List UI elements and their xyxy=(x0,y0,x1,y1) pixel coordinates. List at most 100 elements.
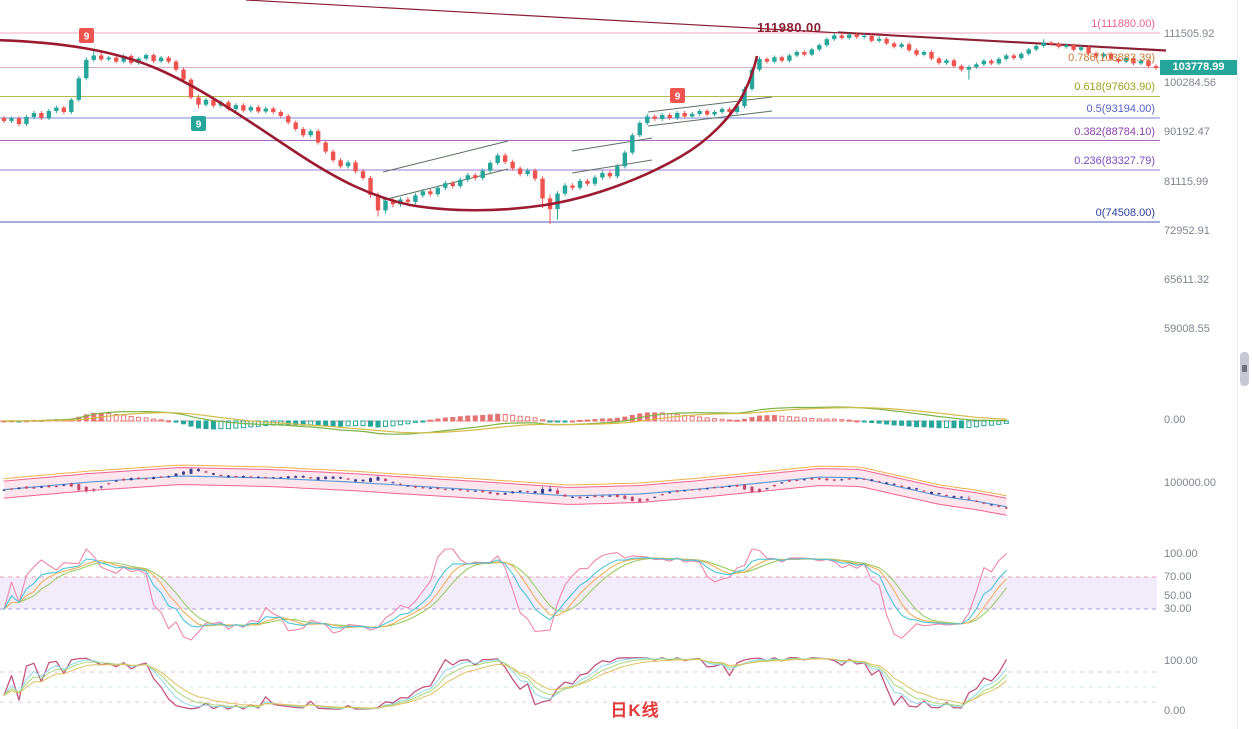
macd-histogram-bar xyxy=(338,420,344,427)
band-mini-candle xyxy=(451,489,455,491)
candle-body xyxy=(435,187,441,195)
band-mini-candle xyxy=(488,491,492,494)
candle-body xyxy=(241,105,246,111)
macd-histogram-bar xyxy=(786,416,792,422)
band-mini-candle xyxy=(211,473,215,475)
macd-histogram-bar xyxy=(113,414,119,422)
macd-histogram-bar xyxy=(599,418,605,422)
band-mini-candle xyxy=(570,496,574,498)
macd-histogram-bar xyxy=(128,415,134,422)
td-sequential-badge[interactable] xyxy=(79,28,94,43)
candle-body xyxy=(667,114,672,118)
band-mini-candle xyxy=(54,486,58,488)
oscillator-mid-line xyxy=(3,658,1007,709)
macd-histogram-bar xyxy=(652,412,658,422)
band-mini-candle xyxy=(720,487,724,489)
candle-body xyxy=(899,44,904,47)
channel-trendline[interactable] xyxy=(571,137,653,152)
descending-trendline[interactable] xyxy=(245,0,1167,52)
candle-body xyxy=(1004,55,1009,59)
macd-histogram-bar xyxy=(308,420,314,426)
candle-body xyxy=(1101,53,1106,57)
candle-body xyxy=(256,107,261,112)
candle-body xyxy=(794,52,800,56)
band-mini-candle xyxy=(346,478,350,480)
indicator-axis-label: 70.00 xyxy=(1164,571,1192,583)
price-axis-label: 111505.92 xyxy=(1164,27,1215,40)
macd-histogram-bar xyxy=(592,419,598,422)
macd-histogram-bar xyxy=(525,416,531,422)
band-mini-candle xyxy=(937,493,941,495)
candle-body xyxy=(817,45,822,50)
band-mini-candle xyxy=(196,469,200,472)
fib-level-label: 1(111880.00) xyxy=(1091,18,1155,30)
channel-trendline[interactable] xyxy=(647,110,773,127)
candle-body xyxy=(645,116,650,123)
macd-histogram-bar xyxy=(921,420,927,428)
band-mini-candle xyxy=(563,494,567,497)
band-mini-candle xyxy=(952,495,956,498)
candle-body xyxy=(353,162,358,172)
fib-level-label: 0.5(93194.00) xyxy=(1086,102,1156,115)
channel-trendline[interactable] xyxy=(571,159,653,174)
candle-body xyxy=(158,57,164,62)
cup-pattern-curve[interactable] xyxy=(0,38,759,212)
macd-dea-line xyxy=(3,407,1007,434)
candle-body xyxy=(824,39,829,46)
candle-body xyxy=(121,55,126,62)
band-mini-candle xyxy=(413,486,417,488)
candle-body xyxy=(839,35,844,38)
band-mini-candle xyxy=(324,476,328,479)
candle-body xyxy=(689,113,695,117)
band-mini-candle xyxy=(339,477,343,479)
timeframe-label: 日K线 xyxy=(610,701,660,720)
band-mini-candle xyxy=(99,486,103,488)
band-mini-candle xyxy=(354,479,358,482)
candle-body xyxy=(779,57,785,61)
candle-body xyxy=(106,57,111,60)
candle-body xyxy=(929,52,934,59)
band-mini-candle xyxy=(817,478,821,480)
td-sequential-badge[interactable] xyxy=(191,116,206,131)
descending-trendline[interactable] xyxy=(837,31,1167,51)
band-mini-candle xyxy=(840,479,844,481)
candle-body xyxy=(719,109,725,112)
band-mini-candle xyxy=(630,496,634,502)
channel-trendline[interactable] xyxy=(647,96,773,113)
band-mini-candle xyxy=(92,488,96,491)
candle-body xyxy=(203,99,209,105)
band-mini-candle xyxy=(458,489,462,491)
macd-histogram-bar xyxy=(996,420,1002,425)
band-mini-candle xyxy=(84,486,88,492)
fib-level-label: 0(74508.00) xyxy=(1095,207,1155,220)
macd-histogram-bar xyxy=(1003,420,1009,424)
vertical-scrollbar-thumb[interactable] xyxy=(1240,352,1249,386)
band-mini-candle xyxy=(466,490,470,492)
macd-histogram-bar xyxy=(929,420,935,428)
candle-body xyxy=(31,112,37,117)
band-mini-candle xyxy=(383,478,387,481)
band-mini-candle xyxy=(982,502,986,504)
candle-body xyxy=(76,78,81,100)
band-mini-candle xyxy=(421,487,425,489)
band-mini-candle xyxy=(473,490,477,492)
channel-trendline[interactable] xyxy=(382,140,509,173)
band-mini-candle xyxy=(825,478,829,481)
band-mini-candle xyxy=(810,477,814,480)
candle-body xyxy=(173,61,179,70)
td-sequential-badge[interactable] xyxy=(670,88,685,103)
band-mini-candle xyxy=(750,486,754,493)
macd-histogram-bar xyxy=(876,420,882,424)
band-lower-line xyxy=(3,484,1007,516)
candle-body xyxy=(9,118,14,121)
band-mini-candle xyxy=(922,490,926,492)
candle-body xyxy=(488,162,493,171)
price-axis-label: 81115.99 xyxy=(1164,175,1209,188)
macd-histogram-bar xyxy=(360,420,366,427)
candle-body xyxy=(585,180,590,184)
band-mini-candle xyxy=(930,491,934,494)
kdj-k-line xyxy=(3,557,1007,629)
band-mini-candle xyxy=(152,477,156,479)
